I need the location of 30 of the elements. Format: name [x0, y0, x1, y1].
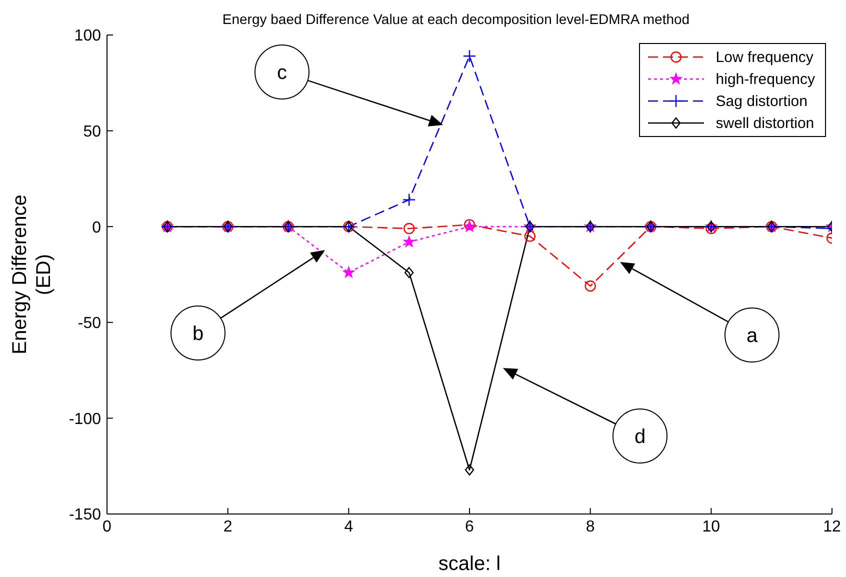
x-tick-label: 4 — [344, 518, 354, 536]
annotation: d — [634, 426, 646, 448]
point — [464, 464, 474, 476]
y-tick-label: -100 — [68, 410, 102, 428]
y-tick-label: -150 — [68, 506, 102, 524]
point — [524, 230, 536, 242]
x-tick-label: 10 — [702, 518, 720, 536]
annotation: a — [746, 325, 758, 347]
point — [403, 222, 415, 234]
y-tick-label: 50 — [83, 123, 102, 140]
y-tick-label: -50 — [78, 315, 102, 332]
x-tick-label: 12 — [823, 518, 841, 536]
annotation: b — [192, 323, 204, 345]
y-axis-title: Energy Difference (ED) — [9, 194, 55, 354]
legend-label: high-frequency — [716, 70, 815, 88]
x-tick-label: 6 — [465, 518, 474, 536]
x-tick-label: 8 — [586, 518, 595, 536]
point — [404, 266, 414, 278]
y-tick-label: 100 — [74, 28, 102, 45]
y-tick-label: 0 — [92, 219, 102, 236]
point — [403, 236, 416, 248]
point — [584, 280, 596, 292]
legend-label: Sag distortion — [716, 92, 808, 110]
point — [342, 266, 355, 278]
legend-label: swell distortion — [716, 114, 814, 132]
x-tick-label: 2 — [223, 518, 232, 536]
x-axis-title: scale: l — [438, 553, 501, 575]
annotation: c — [277, 62, 287, 84]
legend-label: Low frequency — [716, 48, 814, 66]
chart-title: Energy baed Difference Value at each decomposition level-EDMRA method — [221, 11, 691, 27]
